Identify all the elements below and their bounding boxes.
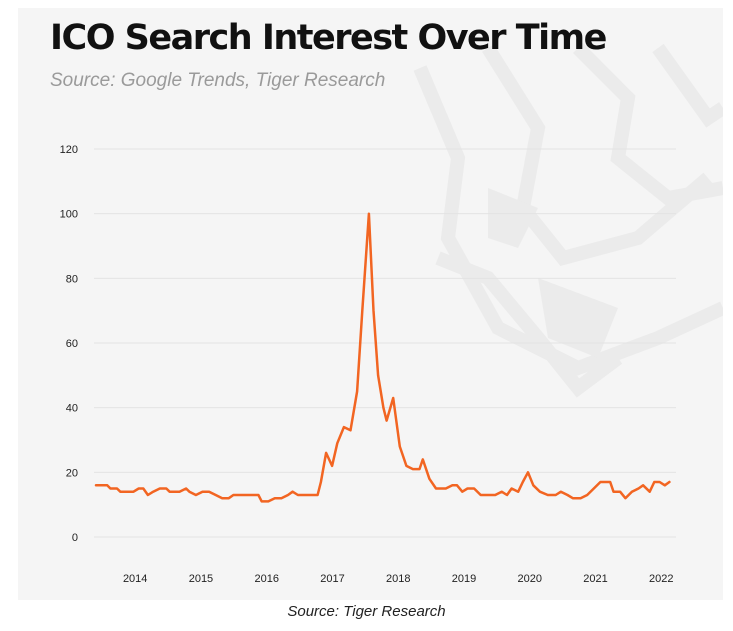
x-tick-label: 2018 [386, 573, 410, 585]
tiger-watermark [413, 43, 723, 398]
chart-subtitle: Source: Google Trends, Tiger Research [50, 70, 386, 91]
x-tick-label: 2015 [189, 573, 213, 585]
chart-panel: ICO Search Interest Over Time Source: Go… [18, 8, 723, 600]
x-tick-label: 2017 [320, 573, 344, 585]
y-tick-label: 60 [66, 338, 78, 350]
chart-title: ICO Search Interest Over Time [50, 18, 607, 58]
x-tick-label: 2021 [583, 573, 607, 585]
series-line-0 [94, 212, 671, 503]
x-tick-label: 2016 [254, 573, 278, 585]
x-tick-label: 2022 [649, 573, 673, 585]
y-tick-label: 40 [66, 403, 78, 415]
y-tick-label: 80 [66, 273, 78, 285]
x-tick-label: 2014 [123, 573, 147, 585]
y-tick-label: 100 [60, 209, 78, 221]
y-tick-label: 0 [72, 532, 78, 544]
x-tick-label: 2019 [452, 573, 476, 585]
y-tick-label: 120 [60, 144, 78, 156]
figure-caption: Source: Tiger Research [287, 603, 446, 620]
line-chart: 0 20 40 60 80 100 120 2014 2015 2016 2017 2018 2019 2… [60, 144, 676, 585]
y-tick-label: 20 [66, 467, 78, 479]
x-tick-label: 2020 [518, 573, 542, 585]
